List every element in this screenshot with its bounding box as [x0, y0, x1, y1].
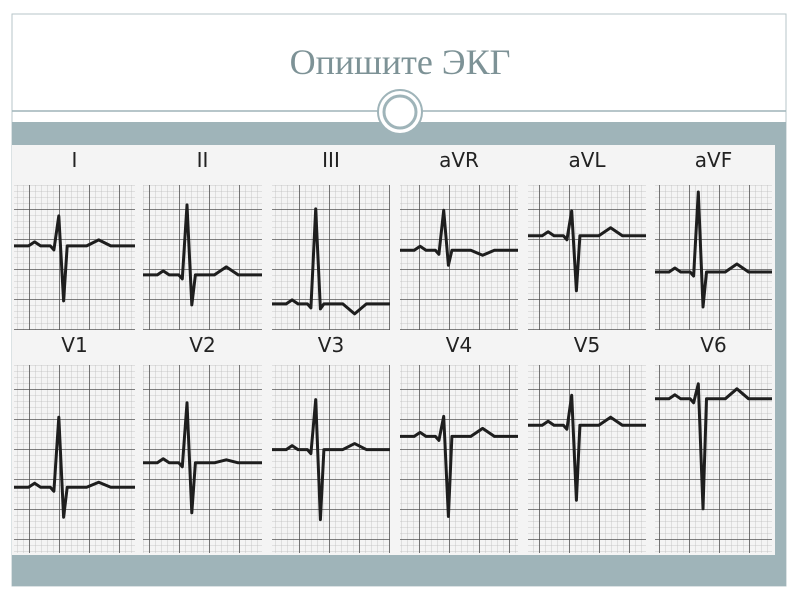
ecg-trace	[143, 401, 262, 515]
lead-label: I	[72, 148, 78, 172]
ecg-grid	[528, 365, 646, 553]
ecg-grid	[400, 185, 518, 330]
ecg-grid	[14, 185, 135, 330]
lead-label: V1	[61, 333, 87, 357]
lead-label: aVF	[695, 148, 732, 172]
ecg-trace	[14, 214, 135, 303]
ecg-trace	[14, 415, 135, 519]
ecg-grid	[400, 365, 518, 553]
ecg-trace	[400, 208, 518, 267]
ecg-trace	[272, 207, 390, 316]
lead-label: V6	[700, 333, 726, 357]
lead-label: aVL	[568, 148, 606, 172]
slide-title: Опишите ЭКГ	[290, 42, 511, 82]
ecg-grid	[272, 185, 390, 330]
ecg-trace	[272, 398, 390, 522]
ecg-trace	[528, 209, 646, 293]
ecg-grid	[143, 185, 262, 330]
ornament-inner	[382, 94, 418, 130]
ecg-trace	[655, 382, 772, 511]
ecg-grid	[655, 365, 772, 553]
ecg-trace	[143, 203, 262, 307]
lead-label: III	[322, 148, 340, 172]
ecg-grid	[272, 365, 390, 553]
ecg-grid	[655, 185, 772, 330]
lead-label: V2	[189, 333, 215, 357]
ecg-trace	[528, 393, 646, 502]
ecg-trace	[655, 190, 772, 309]
lead-label: aVR	[439, 148, 479, 172]
ecg-grid	[528, 185, 646, 330]
lead-label: V3	[318, 333, 344, 357]
lead-label: V5	[574, 333, 600, 357]
ecg-grid	[14, 365, 135, 553]
ecg-image	[12, 145, 775, 555]
ecg-trace	[400, 414, 518, 518]
lead-label: V4	[446, 333, 472, 357]
lead-label: II	[197, 148, 209, 172]
